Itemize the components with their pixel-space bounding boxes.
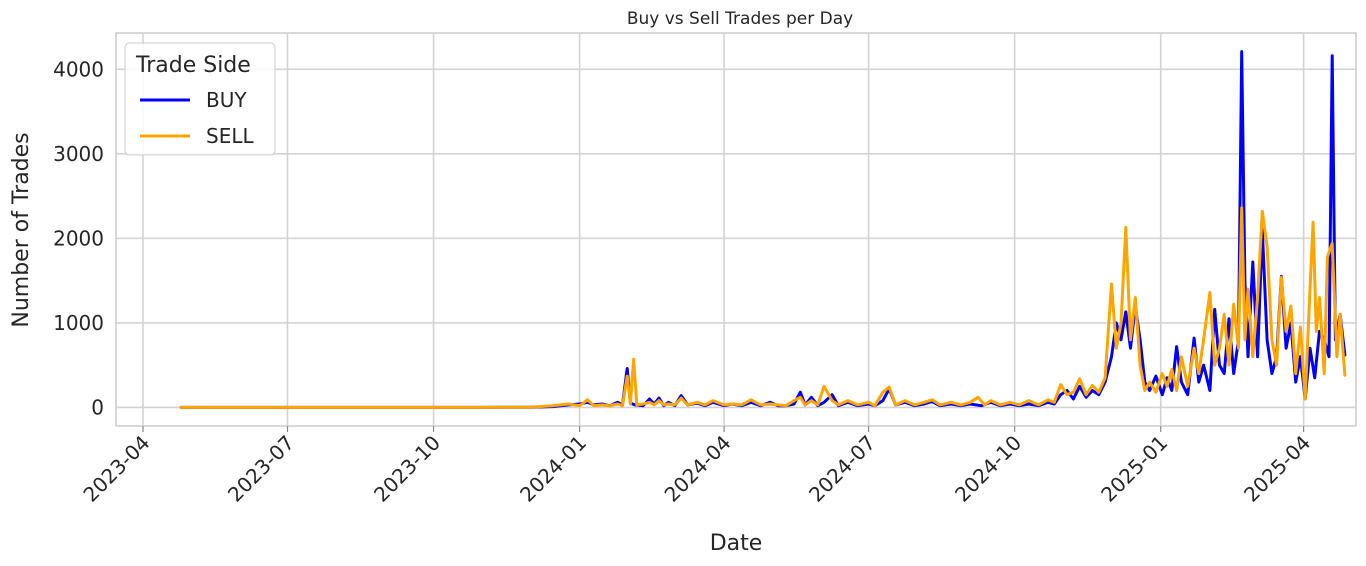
x-axis-label: Date	[710, 531, 763, 556]
y-gridlines	[116, 68, 1356, 409]
plot-area	[115, 32, 1357, 427]
series-layer	[179, 50, 1347, 409]
y-axis-label: Number of Trades	[9, 132, 34, 327]
x-tick-label: 2024-04	[660, 431, 736, 507]
y-tick-labels: 0 1000 2000 3000 4000	[53, 57, 104, 419]
legend-title: Trade Side	[135, 53, 251, 78]
x-tick-label: 2023-10	[369, 431, 445, 507]
legend-box	[124, 42, 276, 156]
x-tick-label: 2024-01	[515, 431, 591, 507]
x-tick-label: 2024-07	[804, 431, 880, 507]
x-tick-label: 2025-01	[1096, 431, 1172, 507]
x-tick-label: 2023-07	[223, 431, 299, 507]
legend: Trade Side BUY SELL	[124, 42, 276, 156]
series-line-sell	[179, 206, 1347, 409]
y-tick-label: 3000	[53, 142, 104, 166]
y-tick-label: 0	[91, 395, 104, 419]
x-gridlines	[142, 33, 1305, 426]
legend-label-buy: BUY	[206, 88, 247, 112]
x-tick-label: 2024-10	[950, 431, 1026, 507]
x-tick-label: 2023-04	[78, 431, 154, 507]
x-tick-labels: 2023-04 2023-07 2023-10 2024-01 2024-04 2024-…	[78, 426, 1315, 507]
y-tick-label: 2000	[53, 226, 104, 250]
x-tick-label: 2025-04	[1239, 431, 1315, 507]
y-tick-label: 4000	[53, 57, 104, 81]
y-tick-label: 1000	[53, 311, 104, 335]
legend-label-sell: SELL	[206, 124, 254, 148]
chart-title: Buy vs Sell Trades per Day	[627, 9, 853, 29]
